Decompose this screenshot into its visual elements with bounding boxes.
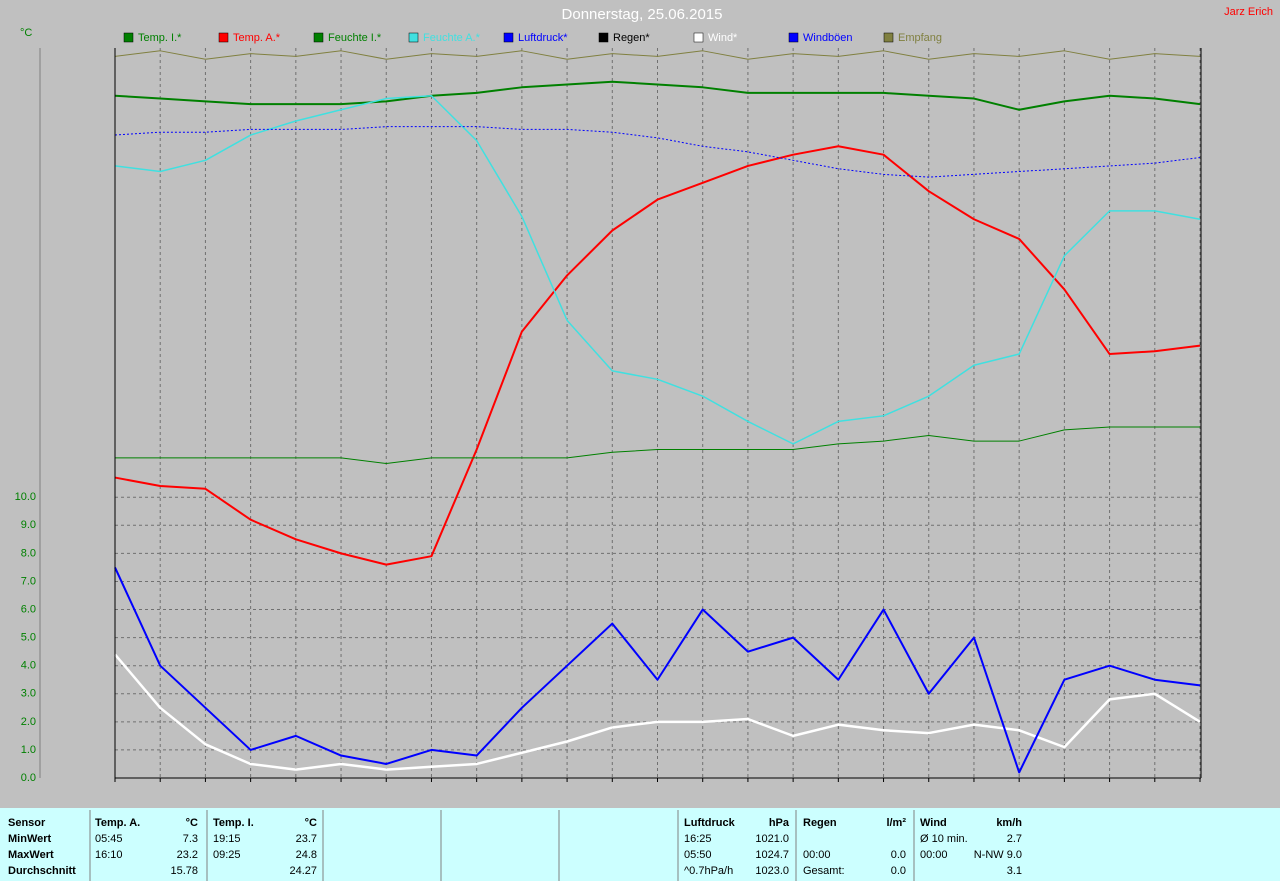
series-line: [114, 50, 1201, 60]
table-cell: 0.0: [891, 865, 906, 877]
legend-swatch: [218, 32, 229, 43]
table-cell: 05:50: [684, 849, 712, 861]
legend-swatch: [883, 32, 894, 43]
legend-swatch: [313, 32, 324, 43]
table-cell: 1023.0: [755, 865, 789, 877]
legend-swatch: [408, 32, 419, 43]
table-cell: 3.1: [1007, 865, 1022, 877]
legend-label: Regen*: [613, 32, 650, 44]
table-cell: °C: [186, 817, 198, 829]
series-line: [115, 426, 1200, 465]
legend-swatch: [123, 32, 134, 43]
table-cell: MaxWert: [8, 849, 54, 861]
y-axis-label: °C: [20, 27, 32, 39]
table-cell: 00:00: [920, 849, 948, 861]
summary-table: Sensor Temp. A. °C Temp. I. °C Luftdruck hPa Re…: [0, 808, 1280, 881]
table-cell: ^0.7hPa/h: [684, 865, 733, 877]
table-cell: km/h: [996, 817, 1022, 829]
legend-swatch: [693, 32, 704, 43]
table-background: [0, 808, 1280, 881]
series-line: [114, 145, 1201, 566]
table-cell: Wind: [920, 817, 947, 829]
table-cell: Temp. A.: [95, 817, 140, 829]
table-cell: 19:15: [213, 833, 241, 845]
table-cell: 1021.0: [755, 833, 789, 845]
table-cell: 23.7: [296, 833, 317, 845]
y-tick-label: 6.0: [21, 603, 36, 615]
y-tick-label: 5.0: [21, 632, 36, 644]
legend-label: Feuchte A.*: [423, 32, 481, 44]
legend-label: Windböen: [803, 32, 853, 44]
legend-label: Temp. A.*: [233, 32, 281, 44]
table-cell: 16:10: [95, 849, 123, 861]
table-cell: MinWert: [8, 833, 52, 845]
series-line: [114, 126, 1201, 178]
table-cell: N-NW 9.0: [974, 849, 1022, 861]
table-cell: 24.8: [296, 849, 317, 861]
table-cell: 09:25: [213, 849, 241, 861]
table-cell: 00:00: [803, 849, 831, 861]
table-cell: 16:25: [684, 833, 712, 845]
legend-label: Empfang: [898, 32, 942, 44]
table-cell: Luftdruck: [684, 817, 736, 829]
y-tick-label: 1.0: [21, 744, 36, 756]
legend-swatch: [503, 32, 514, 43]
table-cell: Gesamt:: [803, 865, 845, 877]
legend-swatch: [598, 32, 609, 43]
legend-label: Feuchte I.*: [328, 32, 382, 44]
table-cell: 7.3: [183, 833, 198, 845]
table-cell: l/m²: [886, 817, 906, 829]
table-cell: 1024.7: [755, 849, 789, 861]
table-cell: 05:45: [95, 833, 123, 845]
series-line: [114, 567, 1201, 774]
table-cell: °C: [305, 817, 317, 829]
table-cell: 24.27: [289, 865, 317, 877]
legend-label: Temp. I.*: [138, 32, 182, 44]
y-tick-label: 10.0: [15, 491, 36, 503]
y-tick-label: 9.0: [21, 519, 36, 531]
series-line: [114, 653, 1201, 771]
table-cell: Temp. I.: [213, 817, 254, 829]
table-cell: Durchschnitt: [8, 865, 76, 877]
y-tick-label: 3.0: [21, 688, 36, 700]
table-cell: Sensor: [8, 817, 46, 829]
legend-label: Wind*: [708, 32, 738, 44]
y-tick-label: 0.0: [21, 772, 36, 784]
author: Jarz Erich: [1224, 6, 1273, 18]
chart-title: Donnerstag, 25.06.2015: [562, 6, 723, 23]
table-cell: 15.78: [170, 865, 198, 877]
y-tick-label: 7.0: [21, 575, 36, 587]
table-cell: Ø 10 min.: [920, 833, 968, 845]
series-line: [114, 94, 1201, 445]
background: [0, 0, 1280, 808]
legend-label: Luftdruck*: [518, 32, 568, 44]
table-cell: 2.7: [1007, 833, 1022, 845]
table-cell: 0.0: [891, 849, 906, 861]
y-tick-label: 2.0: [21, 716, 36, 728]
table-dividers: [89, 810, 915, 881]
table-cell: 23.2: [177, 849, 198, 861]
table-cell: hPa: [769, 817, 790, 829]
y-tick-label: 4.0: [21, 660, 36, 672]
series-line: [114, 80, 1201, 111]
legend-swatch: [788, 32, 799, 43]
table-cell: Regen: [803, 817, 837, 829]
y-tick-label: 8.0: [21, 547, 36, 559]
